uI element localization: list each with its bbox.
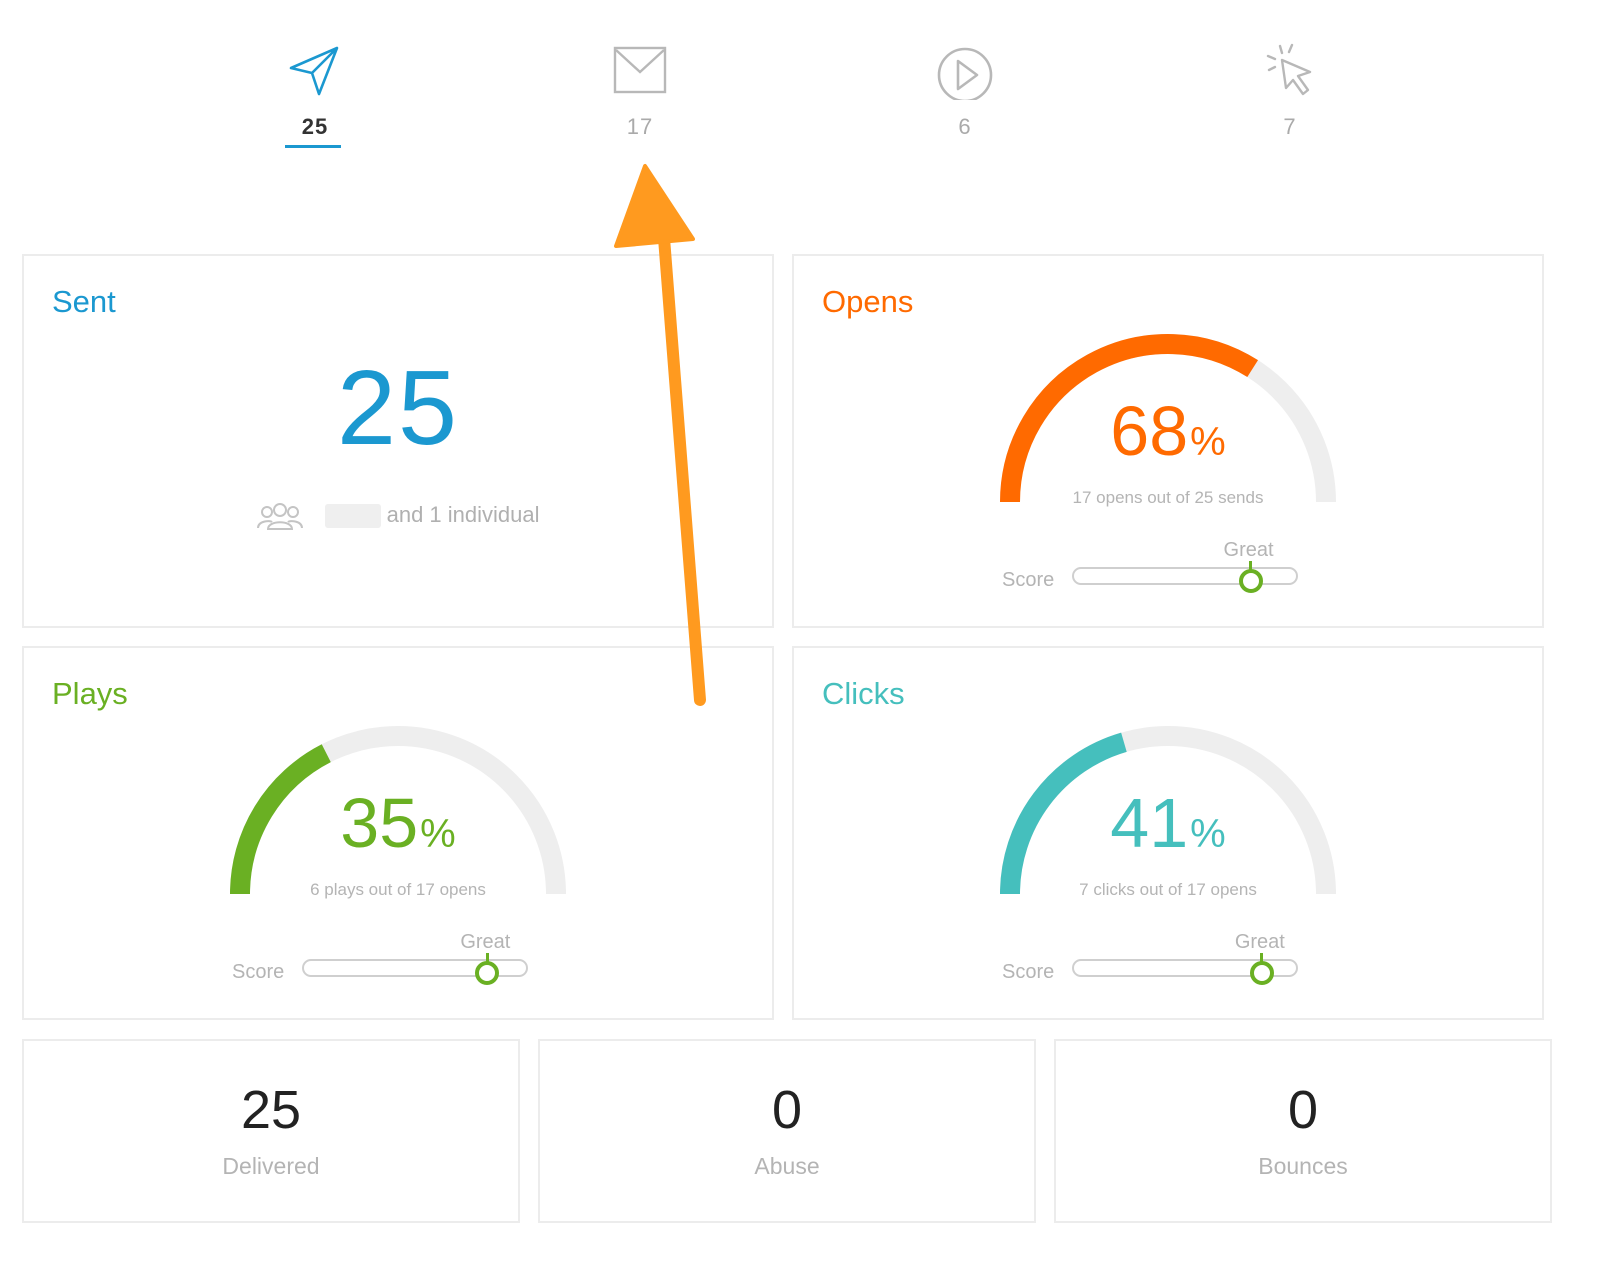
- envelope-icon: [613, 46, 667, 94]
- stat-delivered: 25 Delivered: [22, 1039, 520, 1223]
- opens-percent: 68%: [794, 396, 1542, 477]
- clicks-percent: 41%: [794, 788, 1542, 869]
- tab-clicks[interactable]: 7: [1220, 40, 1360, 160]
- opens-percent-sign: %: [1190, 420, 1226, 464]
- score-stem: [1260, 953, 1264, 963]
- plays-percent: 35%: [24, 788, 772, 869]
- clicks-score: Score Great: [1002, 931, 1302, 993]
- sent-value: 25: [337, 349, 459, 467]
- tab-opens-count: 17: [626, 114, 654, 139]
- opens-score: Score Great: [1002, 539, 1302, 601]
- tab-clicks-count: 7: [1283, 114, 1297, 139]
- score-stem: [1249, 561, 1253, 571]
- plays-gauge-svg: [230, 726, 566, 895]
- tab-sent-count: 25: [301, 114, 329, 139]
- audience-suffix: and 1 individual: [386, 501, 540, 527]
- score-track: [302, 959, 528, 977]
- stat-bounces: 0 Bounces: [1054, 1039, 1552, 1223]
- clicks-gauge-svg: [1000, 726, 1336, 895]
- sent-title: Sent: [52, 284, 116, 319]
- clicks-title: Clicks: [822, 676, 905, 711]
- sent-audience: and 1 individual: [24, 501, 772, 531]
- paper-plane-icon: [289, 46, 339, 96]
- metric-tabs: 25 17 6 7: [0, 0, 1600, 170]
- stat-label: Delivered: [222, 1153, 320, 1179]
- plays-percent-value: 35: [340, 784, 419, 862]
- stat-abuse: 0 Abuse: [538, 1039, 1036, 1223]
- score-label: Score: [1002, 569, 1055, 591]
- score-label: Score: [1002, 961, 1055, 983]
- gauge-fill: [230, 744, 331, 895]
- stat-value: 0: [771, 1080, 803, 1140]
- opens-subtitle: 17 opens out of 25 sends: [1072, 488, 1264, 507]
- gauge-fill: [1000, 732, 1127, 895]
- score-marker: [1238, 569, 1263, 593]
- stat-value: 25: [240, 1080, 302, 1140]
- tab-opens[interactable]: 17: [570, 40, 710, 160]
- active-tab-underline: [285, 145, 341, 148]
- clicks-percent-sign: %: [1190, 812, 1226, 856]
- redacted-group-name: [324, 504, 381, 528]
- sent-card: Sent 25 and 1 individual: [22, 254, 774, 628]
- plays-title: Plays: [52, 676, 128, 711]
- clicks-card: Clicks 41% 7 clicks out of 17 opens Scor…: [792, 646, 1544, 1020]
- opens-title: Opens: [822, 284, 914, 319]
- plays-gauge: [24, 718, 772, 908]
- stat-value: 0: [1287, 1080, 1319, 1140]
- tab-sent[interactable]: 25: [245, 40, 385, 160]
- opens-card: Opens 68% 17 opens out of 25 sends Score…: [792, 254, 1544, 628]
- score-rating: Great: [460, 931, 511, 953]
- tab-plays-count: 6: [958, 114, 972, 139]
- opens-gauge-svg: [1000, 334, 1336, 503]
- score-marker: [475, 961, 500, 985]
- opens-percent-value: 68: [1110, 392, 1189, 470]
- score-track: [1072, 959, 1298, 977]
- cursor-click-icon: [1266, 43, 1312, 96]
- plays-card: Plays 35% 6 plays out of 17 opens Score …: [22, 646, 774, 1020]
- score-marker: [1249, 961, 1274, 985]
- clicks-percent-value: 41: [1110, 784, 1189, 862]
- score-rating: Great: [1234, 931, 1285, 953]
- stat-label: Abuse: [754, 1153, 820, 1179]
- opens-gauge: [794, 326, 1542, 516]
- play-icon: [937, 47, 993, 100]
- score-rating: Great: [1223, 539, 1274, 561]
- plays-percent-sign: %: [420, 812, 456, 856]
- score-label: Score: [232, 961, 285, 983]
- clicks-subtitle: 7 clicks out of 17 opens: [1079, 880, 1257, 899]
- score-stem: [485, 953, 489, 963]
- plays-score: Score Great: [232, 931, 532, 993]
- tab-plays[interactable]: 6: [895, 40, 1035, 160]
- gauge-fill: [1000, 334, 1259, 503]
- score-track: [1072, 567, 1298, 585]
- group-icon: [257, 503, 304, 530]
- stat-label: Bounces: [1258, 1153, 1348, 1179]
- clicks-gauge: [794, 718, 1542, 908]
- plays-subtitle: 6 plays out of 17 opens: [310, 880, 486, 899]
